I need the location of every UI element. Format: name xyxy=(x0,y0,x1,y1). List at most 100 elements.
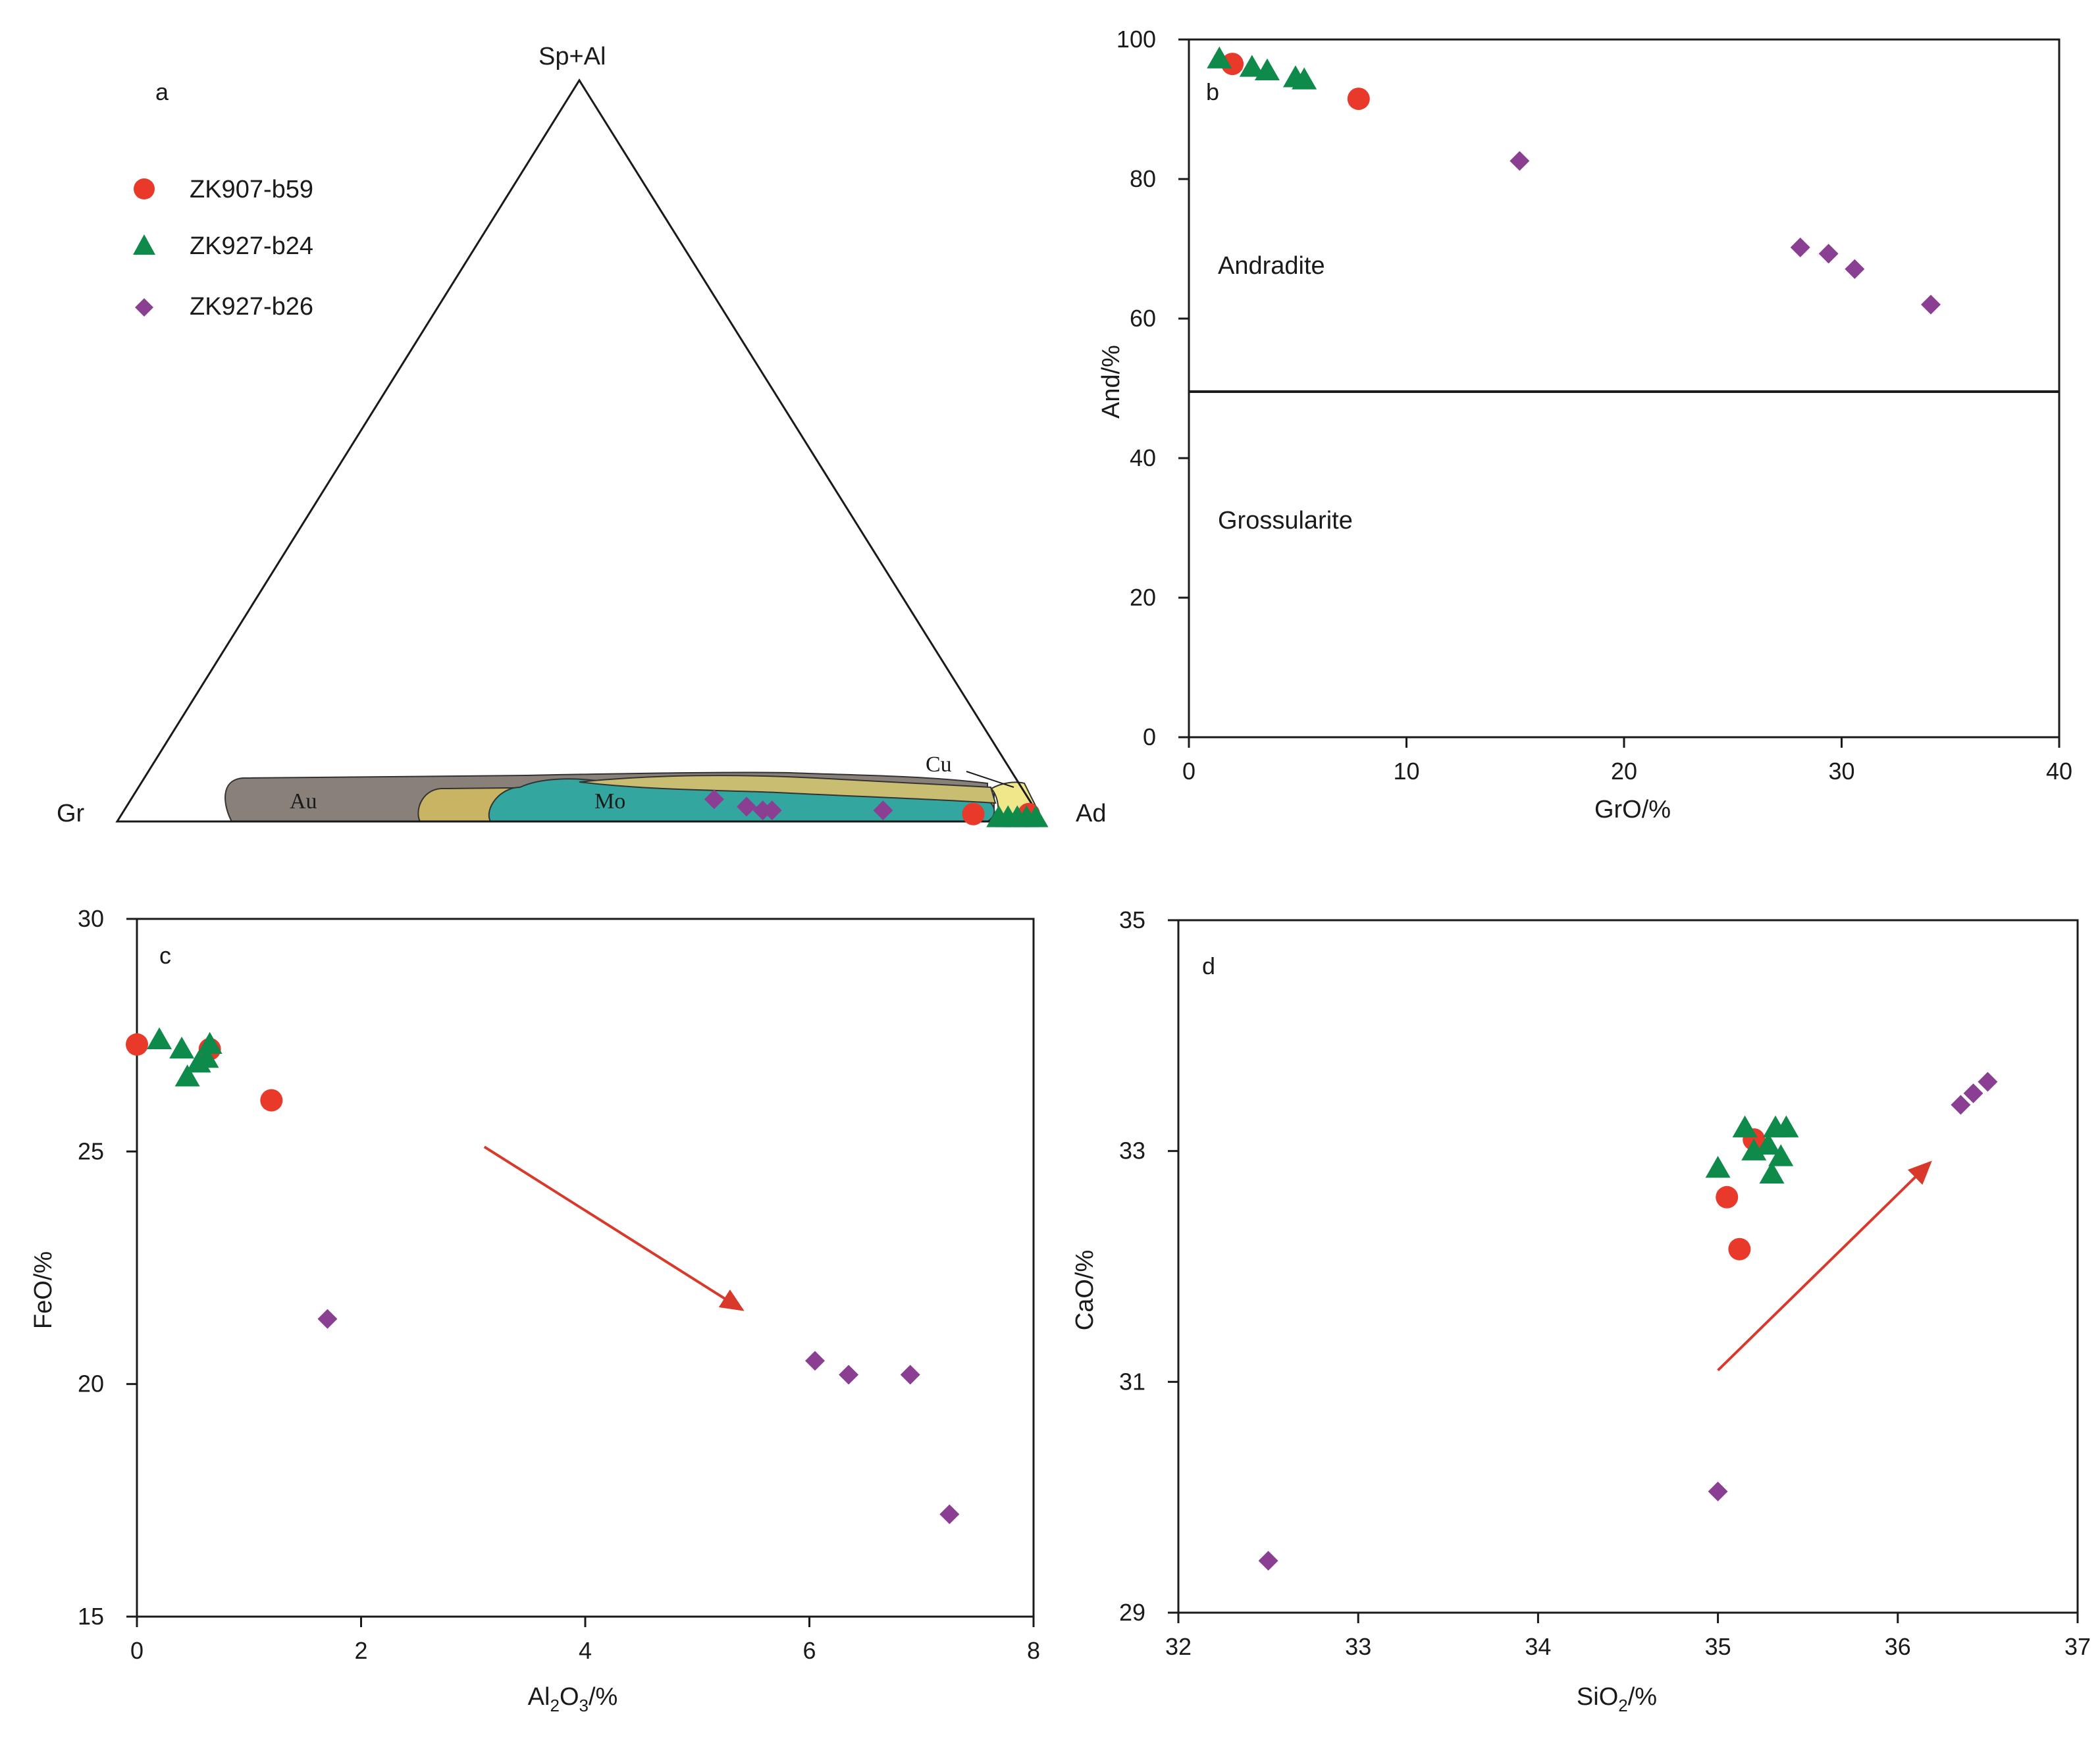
trend-arrow-d xyxy=(1717,1160,1932,1372)
y-tick-label: 0 xyxy=(1143,723,1156,750)
y-tick-label: 60 xyxy=(1130,305,1156,332)
panel-b: b Andradite Grossularite GrO/% And/% 0 10… xyxy=(1097,26,2072,823)
x-axis-title-b: GrO/% xyxy=(1594,796,1671,823)
legend-marker-triangle xyxy=(133,234,155,255)
data-point-zk927-b24 xyxy=(1705,1155,1731,1178)
trend-arrow-c xyxy=(483,1145,745,1311)
legend-label-zk907-b59: ZK907-b59 xyxy=(190,176,313,203)
data-point-zk927-b26 xyxy=(839,1365,859,1385)
data-point-zk927-b26 xyxy=(1509,151,1530,171)
ticks-b: 0 10 20 30 40 0 20 40 60 80 100 xyxy=(1116,26,2072,785)
x-tick-label: 8 xyxy=(1027,1637,1040,1664)
apex-right-label: Ad xyxy=(1076,800,1106,827)
ternary-point-zk927-b24 xyxy=(1023,805,1049,827)
legend: ZK907-b59 ZK927-b24 ZK927-b26 xyxy=(133,176,313,321)
field-au-label: Au xyxy=(290,789,317,814)
ternary-point-zk927-b26 xyxy=(737,796,757,817)
x-axis-title-d: SiO2/% xyxy=(1577,1683,1657,1715)
data-point-zk927-b24 xyxy=(1254,58,1280,80)
data-point-zk927-b24 xyxy=(1756,1132,1781,1155)
legend-label-zk927-b24: ZK927-b24 xyxy=(190,232,313,260)
apex-left-label: Gr xyxy=(57,800,85,827)
ternary-point-zk927-b26 xyxy=(873,800,893,821)
xlabel-c-tail: /% xyxy=(589,1683,617,1711)
x-tick-label: 2 xyxy=(354,1637,367,1664)
data-point-zk927-b24 xyxy=(1773,1115,1799,1137)
data-point-zk927-b26 xyxy=(805,1351,826,1371)
x-tick-label: 33 xyxy=(1345,1633,1371,1660)
y-tick-label: 80 xyxy=(1130,165,1156,192)
data-point-zk927-b24 xyxy=(1741,1138,1767,1160)
xlabel-c-al: Al xyxy=(528,1683,550,1711)
data-point-zk907-b59 xyxy=(260,1089,283,1112)
data-point-zk927-b24 xyxy=(1207,46,1232,68)
y-tick-label: 40 xyxy=(1130,444,1156,471)
field-cu-label: Cu xyxy=(926,752,952,777)
y-tick-label: 30 xyxy=(78,905,104,932)
ternary-fields: Au Mo Cu xyxy=(224,752,1044,822)
ticks-d: 32 33 34 35 36 37 29 31 33 35 xyxy=(1119,906,2091,1660)
y-tick-label: 35 xyxy=(1119,906,1145,933)
x-tick-label: 6 xyxy=(802,1637,816,1664)
data-point-zk927-b24 xyxy=(1759,1161,1785,1184)
xlabel-c-o: O xyxy=(560,1683,579,1711)
ternary-point-zk927-b26 xyxy=(762,800,782,821)
legend-marker-diamond xyxy=(135,298,153,317)
panel-d: d SiO2/% CaO/% 32 33 34 35 36 37 29 31 33 35 xyxy=(1071,906,2091,1715)
plot-frame-b xyxy=(1188,38,2061,739)
plot-frame-c xyxy=(136,918,1035,1618)
data-point-zk927-b24 xyxy=(194,1046,219,1068)
xlabel-d-tail: /% xyxy=(1628,1683,1657,1711)
y-tick-label: 25 xyxy=(78,1137,104,1164)
data-point-zk927-b26 xyxy=(1258,1551,1278,1571)
xlabel-c-sub2: 3 xyxy=(579,1696,589,1715)
data-point-zk927-b24 xyxy=(169,1036,195,1059)
xlabel-d-sio: SiO xyxy=(1577,1683,1618,1711)
x-tick-label: 0 xyxy=(1182,758,1195,785)
y-tick-label: 29 xyxy=(1119,1599,1145,1626)
field-fe xyxy=(579,775,997,804)
data-point-zk927-b26 xyxy=(900,1365,920,1385)
ternary-point-zk907-b59 xyxy=(962,802,985,825)
data-point-zk927-b24 xyxy=(197,1031,223,1054)
panel-a: a Au Mo Cu Sp+Al Gr Ad ZK907-b59 ZK927-b… xyxy=(57,43,1106,827)
data-point-zk927-b24 xyxy=(1768,1144,1794,1166)
data-point-zk907-b59 xyxy=(1728,1237,1751,1261)
x-tick-label: 20 xyxy=(1611,758,1637,785)
apex-top-label: Sp+Al xyxy=(538,43,606,70)
data-point-zk927-b26 xyxy=(1978,1072,1998,1092)
andradite-label: Andradite xyxy=(1218,252,1325,280)
x-tick-label: 34 xyxy=(1525,1633,1551,1660)
y-tick-label: 33 xyxy=(1119,1137,1145,1164)
x-tick-label: 37 xyxy=(2064,1633,2091,1660)
y-tick-label: 20 xyxy=(1130,584,1156,611)
points-d xyxy=(1258,1072,1998,1571)
data-point-zk907-b59 xyxy=(1221,53,1244,76)
x-axis-title-c: Al2O3/% xyxy=(528,1683,618,1715)
legend-marker-circle xyxy=(134,178,155,199)
points-c xyxy=(126,1027,960,1524)
legend-label-zk927-b26: ZK927-b26 xyxy=(190,293,313,321)
xlabel-c-sub1: 2 xyxy=(550,1696,559,1715)
data-point-zk927-b24 xyxy=(1239,55,1265,77)
data-point-zk927-b26 xyxy=(939,1504,960,1524)
data-point-zk927-b24 xyxy=(1732,1115,1758,1137)
data-point-zk907-b59 xyxy=(1347,88,1370,111)
x-tick-label: 35 xyxy=(1705,1633,1731,1660)
x-tick-label: 10 xyxy=(1393,758,1419,785)
data-point-zk927-b26 xyxy=(1921,294,1941,315)
panel-b-label: b xyxy=(1206,78,1219,105)
field-mo-label: Mo xyxy=(594,789,625,814)
data-point-zk927-b26 xyxy=(317,1309,338,1329)
points-b xyxy=(1207,46,1941,315)
data-point-zk927-b26 xyxy=(1845,259,1865,279)
data-point-zk927-b26 xyxy=(1818,244,1839,264)
x-tick-label: 30 xyxy=(1828,758,1854,785)
panel-c-label: c xyxy=(159,942,171,969)
ternary-triangle xyxy=(115,78,1045,823)
data-point-zk927-b24 xyxy=(147,1027,172,1049)
ternary-points xyxy=(704,789,1049,827)
data-point-zk927-b26 xyxy=(1790,237,1810,257)
plot-frame-d xyxy=(1177,919,2079,1614)
